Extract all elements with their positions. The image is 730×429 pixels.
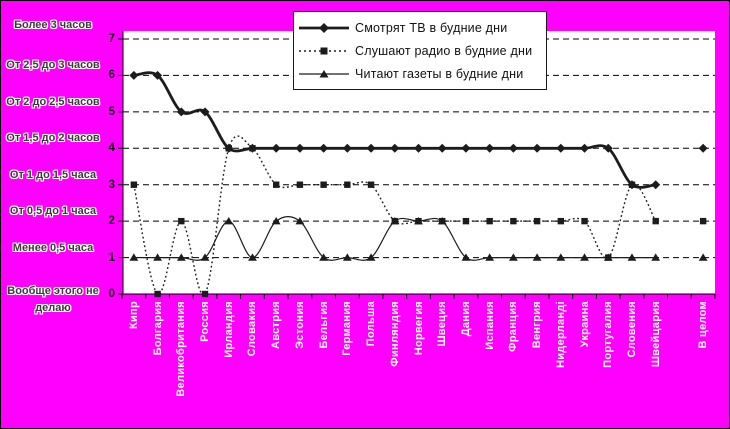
square-marker-icon	[299, 47, 349, 54]
y-axis-category-label: От 1 до 1,5 часа	[9, 168, 97, 181]
x-axis-country-label: Германия	[341, 301, 354, 356]
x-axis-country-label: Польша	[365, 301, 378, 347]
x-axis-country-label: Финляндия	[388, 301, 401, 367]
x-axis-country-label: Ирландия	[222, 301, 235, 358]
y-axis-tick-number: 6	[108, 67, 115, 82]
x-axis-country-label: В целом	[697, 301, 710, 349]
x-axis-country-label: Швеция	[436, 301, 449, 347]
y-axis-category-label: От 2 до 2,5 часов	[6, 95, 100, 108]
x-axis-country-label: Франция	[507, 301, 520, 352]
x-axis-country-label: Португалия	[602, 301, 615, 368]
x-axis-country-label: Словакия	[246, 301, 259, 357]
x-axis-country-label: Норвегия	[412, 301, 425, 356]
x-axis-country-label: Эстония	[293, 301, 306, 349]
x-axis-country-label: Швейцария	[649, 301, 662, 368]
x-axis-country-label: Великобритания	[175, 301, 188, 397]
triangle-marker-icon	[299, 69, 349, 77]
y-axis-category-label: От 2,5 до 3 часов	[6, 59, 100, 72]
x-axis-country-label: Россия	[199, 301, 212, 342]
legend-item-tv: Смотрят ТВ в будние дни	[298, 16, 542, 39]
x-axis-country-label: Нидерланді	[554, 301, 567, 369]
y-axis-category-label: Менее 0,5 часа	[12, 241, 94, 254]
x-axis-country-label: Болгария	[151, 301, 164, 356]
y-axis-tick-number: 3	[108, 176, 115, 191]
y-axis-tick-number: 2	[108, 213, 115, 228]
x-axis-country-label: Кипр	[127, 301, 140, 330]
y-axis-category-label: От 0,5 до 1 часа	[9, 205, 97, 218]
chart-legend: Смотрят ТВ в будние дни Слушают радио в …	[293, 11, 547, 90]
x-axis-country-label: Испания	[483, 301, 496, 350]
diamond-marker-icon	[299, 22, 349, 33]
x-axis-country-label: Бельгия	[317, 301, 330, 349]
legend-item-label: Слушают радио в будние дни	[355, 43, 533, 58]
x-axis-country-label: Австрия	[270, 301, 283, 349]
legend-item-radio: Слушают радио в будние дни	[298, 39, 542, 62]
legend-item-label: Читают газеты в будние дни	[355, 66, 524, 81]
y-axis-tick-number: 0	[108, 286, 115, 300]
y-axis-category-label: Вообще этого не делаю	[7, 285, 99, 315]
y-axis-tick-number: 5	[108, 103, 115, 118]
y-axis-category-label: От 1,5 до 2 часов	[6, 132, 100, 145]
x-axis-country-label: Венгрия	[531, 301, 544, 349]
x-axis-country-label: Словения	[625, 301, 638, 358]
y-axis-tick-number: 4	[108, 140, 115, 155]
y-axis-tick-number: 7	[108, 30, 115, 45]
y-axis-category-label: Более 3 часов	[14, 18, 92, 31]
x-axis-country-label: Украина	[578, 301, 591, 348]
y-axis-tick-number: 1	[108, 249, 115, 264]
legend-item-newspaper: Читают газеты в будние дни	[298, 62, 542, 85]
x-axis-country-label: Дания	[459, 301, 472, 337]
legend-item-label: Смотрят ТВ в будние дни	[355, 20, 508, 35]
